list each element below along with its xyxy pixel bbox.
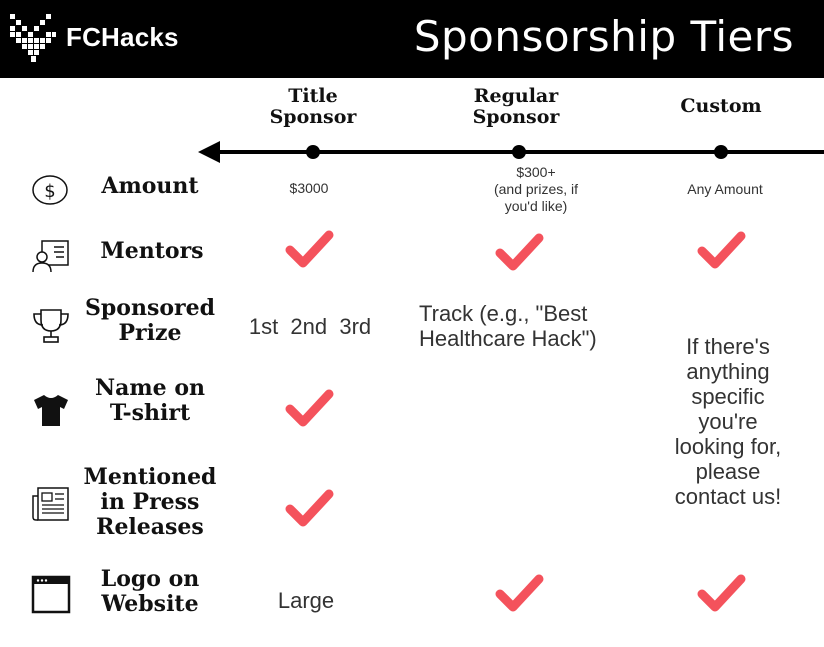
check-icon xyxy=(697,231,746,269)
amount-title-value: $3000 xyxy=(289,180,329,196)
dollar-icon: $ xyxy=(32,175,68,205)
timeline-node-regular xyxy=(512,145,526,159)
tier-heading-line: Regular xyxy=(473,85,559,107)
check-icon xyxy=(285,489,334,527)
row-label-press: Mentioned in Press Releases xyxy=(75,465,225,540)
svg-text:$: $ xyxy=(44,181,55,202)
tier-heading-line: Custom xyxy=(680,95,762,117)
row-label-line: Prize xyxy=(118,320,182,346)
amount-regular-value: $300+ (and prizes, if you'd like) xyxy=(466,164,606,215)
tier-heading-line: Sponsor xyxy=(472,106,560,128)
row-label-tshirt: Name on T-shirt xyxy=(75,376,225,426)
amount-regular-line: you'd like) xyxy=(504,198,568,214)
custom-note-line: anything xyxy=(686,359,770,384)
prize-regular-line: Track (e.g., "Best xyxy=(419,301,588,326)
page-title: Sponsorship Tiers xyxy=(413,12,794,61)
row-label-amount: Amount xyxy=(101,173,199,199)
row-label-line: Name on xyxy=(95,375,205,401)
timeline-node-title xyxy=(306,145,320,159)
custom-note-line: specific xyxy=(691,384,765,409)
arrow-left-icon xyxy=(198,141,220,163)
logo-mark-icon xyxy=(10,14,56,62)
check-icon xyxy=(285,230,334,268)
trophy-icon xyxy=(33,309,69,343)
tier-heading-line: Title xyxy=(288,85,338,107)
tshirt-icon xyxy=(34,395,68,426)
brand-name: FCHacks xyxy=(66,22,179,52)
row-label-line: Releases xyxy=(96,514,204,540)
prize-title-value: 1st 2nd 3rd xyxy=(248,314,372,339)
tier-heading-custom: Custom xyxy=(651,96,791,117)
row-label-line: Sponsored xyxy=(85,295,215,321)
row-label-line: Website xyxy=(101,591,199,617)
prize-regular-value: Track (e.g., "Best Healthcare Hack") xyxy=(419,301,639,351)
mentor-icon xyxy=(32,240,69,273)
row-label-prize: Sponsored Prize xyxy=(75,296,225,346)
tier-heading-line: Sponsor xyxy=(269,106,357,128)
timeline-node-custom xyxy=(714,145,728,159)
amount-regular-line: $300+ xyxy=(516,164,556,180)
check-icon xyxy=(495,233,544,271)
custom-note-line: looking for, xyxy=(674,434,782,459)
row-label-mentors: Mentors xyxy=(100,238,204,264)
tier-timeline xyxy=(198,141,824,163)
row-label-line: Mentioned xyxy=(83,464,217,490)
custom-note-line: you're xyxy=(698,409,758,434)
custom-contact-note: If there's anything specific you're look… xyxy=(648,334,808,509)
check-icon xyxy=(285,389,334,427)
logo-title-value: Large xyxy=(277,588,335,613)
row-label-logo: Logo on Website xyxy=(75,567,225,617)
newspaper-icon xyxy=(32,487,69,521)
amount-regular-line: (and prizes, if xyxy=(493,181,579,197)
check-icon xyxy=(495,574,544,612)
row-label-line: Logo on xyxy=(100,566,200,592)
browser-icon xyxy=(31,575,71,614)
tier-heading-title: Title Sponsor xyxy=(243,86,383,128)
custom-note-line: If there's xyxy=(686,334,770,359)
custom-note-line: contact us! xyxy=(674,484,782,509)
row-label-line: in Press xyxy=(100,489,200,515)
row-label-line: T-shirt xyxy=(109,400,191,426)
check-icon xyxy=(697,574,746,612)
header-bar: FCHacks Sponsorship Tiers xyxy=(0,0,824,78)
prize-regular-line: Healthcare Hack") xyxy=(419,326,597,351)
amount-custom-value: Any Amount xyxy=(687,181,763,197)
tier-heading-regular: Regular Sponsor xyxy=(446,86,586,128)
custom-note-line: please xyxy=(695,459,761,484)
